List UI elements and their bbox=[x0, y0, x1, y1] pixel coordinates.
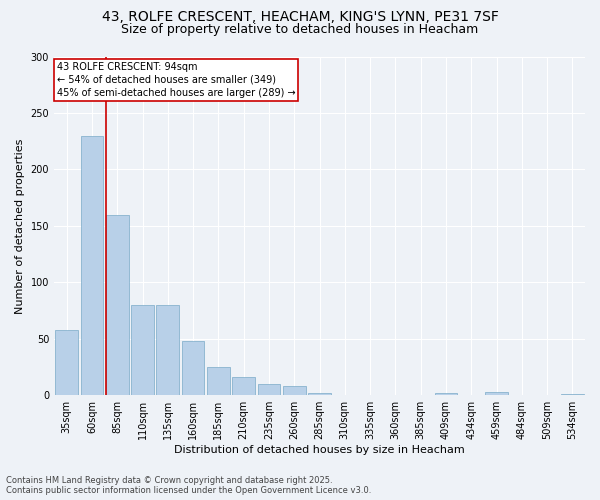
Bar bbox=[434, 393, 457, 395]
Bar bbox=[232, 377, 255, 395]
Bar bbox=[182, 341, 205, 395]
Text: 43, ROLFE CRESCENT, HEACHAM, KING'S LYNN, PE31 7SF: 43, ROLFE CRESCENT, HEACHAM, KING'S LYNN… bbox=[101, 10, 499, 24]
Text: 43 ROLFE CRESCENT: 94sqm
← 54% of detached houses are smaller (349)
45% of semi-: 43 ROLFE CRESCENT: 94sqm ← 54% of detach… bbox=[56, 62, 295, 98]
Bar bbox=[131, 305, 154, 395]
Bar bbox=[308, 393, 331, 395]
Bar bbox=[106, 214, 128, 395]
Bar bbox=[485, 392, 508, 395]
Bar bbox=[55, 330, 78, 395]
Bar bbox=[283, 386, 305, 395]
X-axis label: Distribution of detached houses by size in Heacham: Distribution of detached houses by size … bbox=[174, 445, 465, 455]
Y-axis label: Number of detached properties: Number of detached properties bbox=[15, 138, 25, 314]
Bar bbox=[80, 136, 103, 395]
Bar bbox=[257, 384, 280, 395]
Bar bbox=[561, 394, 584, 395]
Text: Contains HM Land Registry data © Crown copyright and database right 2025.
Contai: Contains HM Land Registry data © Crown c… bbox=[6, 476, 371, 495]
Bar bbox=[207, 367, 230, 395]
Text: Size of property relative to detached houses in Heacham: Size of property relative to detached ho… bbox=[121, 22, 479, 36]
Bar bbox=[157, 305, 179, 395]
